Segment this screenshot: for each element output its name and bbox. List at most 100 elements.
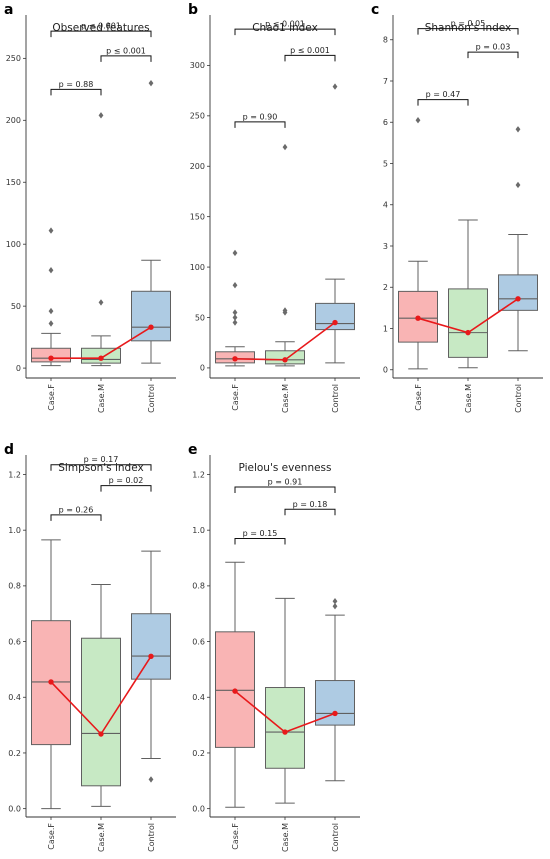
y-tick-label: 0.8	[8, 582, 21, 591]
significance-bracket: p ≤ 0.001	[100, 46, 152, 62]
outlier-point	[232, 282, 238, 289]
outlier-point	[148, 79, 154, 87]
p-value-label: p ≤ 0.001	[106, 46, 146, 55]
x-category-label: Control	[147, 384, 156, 413]
box-iqr	[81, 637, 121, 787]
y-tick-label: 100	[6, 240, 21, 249]
p-value-label: p ≤ 0.001	[290, 46, 330, 55]
bracket-line	[234, 486, 336, 494]
p-value-label: p = 0.03	[476, 43, 511, 52]
y-tick-label: 4	[383, 201, 388, 210]
significance-bracket: p = 0.17	[50, 455, 152, 471]
panel-title: Pielou's evenness	[238, 462, 331, 474]
outlier-point	[282, 143, 288, 151]
mean-point	[332, 710, 338, 717]
y-tick-label: 0.2	[192, 749, 205, 758]
panel-letter: a	[4, 2, 13, 18]
outlier-point	[98, 299, 104, 306]
panel-letter: e	[188, 442, 198, 458]
y-tick-label: 3	[383, 242, 388, 251]
mean-point	[48, 679, 54, 685]
box-Case.F	[215, 561, 255, 808]
significance-bracket: p = 0.05	[417, 19, 519, 35]
x-category-label: Case.F	[414, 384, 423, 411]
bracket-line	[50, 464, 152, 471]
outlier-point	[232, 319, 238, 326]
mean-point	[415, 315, 421, 321]
y-tick-label: 0.4	[8, 693, 21, 702]
x-category-label: Control	[331, 823, 340, 852]
bracket-line	[234, 121, 286, 128]
p-value-label: p = 0.18	[293, 500, 328, 509]
outlier-point	[415, 116, 421, 124]
significance-bracket: p = 0.91	[234, 478, 336, 494]
mean-point	[98, 731, 104, 737]
y-tick-label: 0	[16, 364, 21, 373]
outlier-point	[232, 314, 238, 321]
y-tick-label: 250	[190, 112, 205, 121]
y-tick-label: 2	[383, 283, 388, 292]
mean-point	[48, 355, 54, 361]
box-Case.M	[81, 112, 121, 367]
bracket-line	[284, 54, 336, 62]
x-category-label: Case.M	[281, 384, 290, 413]
box-Control	[131, 550, 171, 783]
x-category-label: Case.F	[47, 384, 56, 411]
y-tick-label: 1	[383, 324, 388, 333]
y-tick-label: 0	[200, 364, 205, 373]
panel-title: Chao1 index	[252, 22, 318, 34]
box-Control	[315, 597, 355, 782]
y-tick-label: 7	[383, 77, 388, 86]
mean-point	[465, 329, 471, 336]
outlier-point	[282, 307, 288, 314]
y-tick-label: 200	[6, 116, 21, 125]
bracket-line	[234, 28, 336, 36]
panel-letter: b	[188, 2, 198, 18]
y-tick-label: 0.2	[8, 749, 21, 758]
outlier-point	[332, 597, 338, 605]
mean-point	[282, 357, 288, 363]
outlier-point	[332, 83, 338, 90]
p-value-label: p ≤ 0.001	[265, 20, 305, 29]
box-iqr	[131, 613, 171, 680]
y-tick-label: 150	[6, 178, 21, 187]
box-iqr	[31, 620, 71, 746]
y-tick-label: 250	[6, 54, 21, 63]
y-tick-label: 0.0	[8, 804, 21, 813]
y-tick-label: 0.6	[192, 637, 205, 646]
significance-bracket: p = 0.18	[284, 500, 336, 516]
p-value-label: p = 0.02	[109, 476, 144, 485]
p-value-label: p ≤ 0.001	[81, 22, 121, 31]
p-value-label: p = 0.05	[451, 19, 486, 28]
outlier-point	[515, 126, 521, 133]
mean-point	[232, 356, 238, 362]
bracket-line	[100, 485, 152, 492]
y-tick-label: 200	[190, 162, 205, 171]
outlier-point	[48, 227, 54, 234]
significance-bracket: p = 0.88	[50, 80, 102, 96]
significance-bracket: p = 0.47	[417, 90, 469, 106]
box-Case.M	[265, 143, 305, 367]
bracket-line	[467, 51, 519, 59]
x-category-label: Control	[147, 823, 156, 852]
mean-point	[332, 319, 338, 326]
p-value-label: p = 0.90	[243, 112, 278, 121]
bracket-line	[50, 30, 152, 38]
bracket-line	[417, 28, 519, 35]
box-iqr	[265, 687, 305, 769]
box-iqr	[131, 290, 171, 342]
mean-point	[148, 324, 154, 330]
outlier-point	[232, 249, 238, 257]
bracket-line	[100, 55, 152, 62]
outlier-point	[332, 603, 338, 610]
box-Case.F	[398, 116, 438, 370]
mean-point	[232, 688, 238, 694]
significance-bracket: p ≤ 0.001	[284, 46, 336, 62]
panel-title: Shannon's index	[425, 22, 512, 34]
y-tick-label: 0.8	[192, 582, 205, 591]
box-Case.F	[31, 539, 71, 810]
mean-point	[282, 729, 288, 735]
